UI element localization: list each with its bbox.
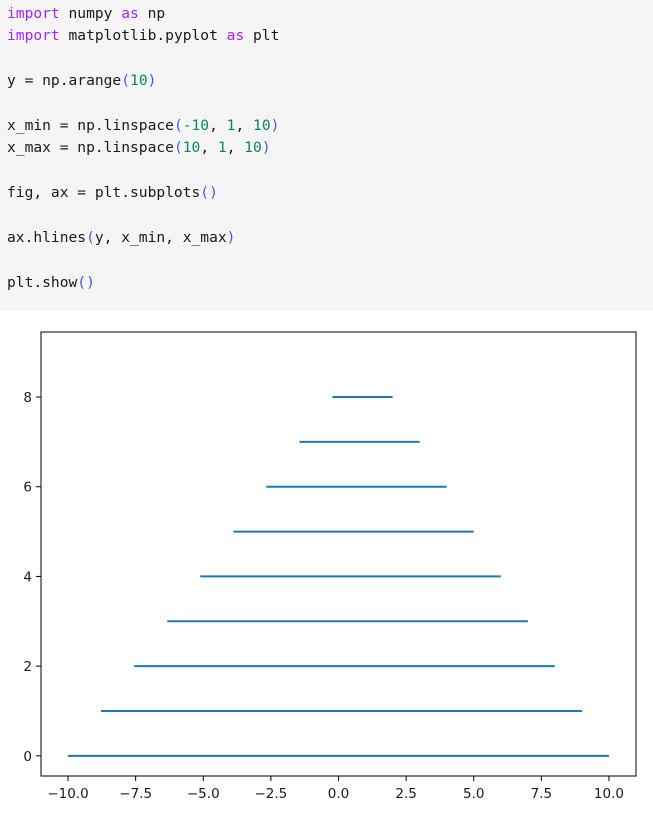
code-line <box>7 160 653 182</box>
code-token: np <box>138 5 166 22</box>
code-token: , <box>226 139 245 157</box>
code-line <box>7 205 653 227</box>
y-tick-label: 4 <box>23 569 32 585</box>
code-token: ( <box>121 72 131 90</box>
code-token: plt.show <box>7 273 78 291</box>
x-tick-label: 0.0 <box>328 786 349 802</box>
code-line <box>7 48 653 70</box>
code-token: fig, ax = plt.subplots <box>7 184 201 202</box>
chart-figure: −10.0 −7.5 −5.0 −2.5 0.0 2.5 5.0 7.5 10.0 0 2 4 6 8 <box>0 318 653 818</box>
x-tick-label: −10.0 <box>47 786 88 802</box>
code-token: plt <box>244 27 280 45</box>
plot-frame <box>40 331 637 777</box>
code-token: ( <box>173 139 183 157</box>
code-token: ) <box>226 228 236 246</box>
code-line: plt.show() <box>7 272 653 294</box>
code-token: as <box>121 5 139 22</box>
code-line <box>7 93 653 115</box>
code-token: ) <box>147 72 157 90</box>
code-token: 1 <box>226 116 236 134</box>
code-line: ax.hlines(y, x_min, x_max) <box>7 227 653 249</box>
code-token: import <box>7 5 60 22</box>
code-line: import numpy as np <box>7 3 653 25</box>
code-token: -10 <box>182 116 210 134</box>
y-tick-label: 6 <box>23 480 32 496</box>
hlines-series <box>68 396 609 757</box>
code-token: numpy <box>59 5 122 22</box>
code-line: x_min = np.linspace(-10, 1, 10) <box>7 115 653 137</box>
code-token: x_min = np.linspace <box>7 116 174 134</box>
x-tick-label: −5.0 <box>187 786 220 802</box>
code-token: () <box>77 273 95 291</box>
code-token: 10 <box>244 139 262 157</box>
code-token: , <box>209 116 227 134</box>
x-tick-label: −7.5 <box>119 786 152 802</box>
code-token: 1 <box>217 139 227 157</box>
x-tick-label: 7.5 <box>531 786 552 802</box>
code-token: () <box>200 184 218 202</box>
code-line: y = np.arange(10) <box>7 70 653 92</box>
code-token: , <box>200 139 218 157</box>
x-tick-label: 10.0 <box>594 786 624 802</box>
code-token: ( <box>173 116 183 134</box>
code-line: fig, ax = plt.subplots() <box>7 182 653 204</box>
x-tick-label: 5.0 <box>463 786 484 802</box>
x-tick-label: −2.5 <box>254 786 287 802</box>
x-tick-label: 2.5 <box>395 786 416 802</box>
code-token: y, x_min, x_max <box>94 228 227 246</box>
code-token: ) <box>270 116 280 134</box>
code-line <box>7 249 653 271</box>
code-cell: import numpy as np import matplotlib.pypl… <box>0 0 653 311</box>
code-token: y = np.arange <box>7 72 122 90</box>
y-tick-label: 0 <box>23 749 32 765</box>
y-tick-label: 2 <box>23 659 32 675</box>
code-token: ) <box>261 139 271 157</box>
plot-background <box>41 332 636 776</box>
code-line: import matplotlib.pyplot as plt <box>7 25 653 47</box>
code-token: , <box>235 116 254 134</box>
code-token: 10 <box>253 116 271 134</box>
hlines-chart: −10.0 −7.5 −5.0 −2.5 0.0 2.5 5.0 7.5 10.0 0 2 4 6 8 <box>23 331 637 802</box>
code-token: ax.hlines <box>7 228 87 246</box>
code-token: import <box>7 27 60 45</box>
code-token: matplotlib.pyplot <box>59 27 227 45</box>
code-token: 10 <box>182 139 201 157</box>
y-axis-ticks: 0 2 4 6 8 <box>23 390 41 765</box>
code-token: as <box>226 27 245 45</box>
y-tick-label: 8 <box>23 390 32 406</box>
code-token: ( <box>86 228 95 246</box>
x-axis-ticks: −10.0 −7.5 −5.0 −2.5 0.0 2.5 5.0 7.5 10.0 <box>47 776 624 802</box>
code-token: 10 <box>130 72 148 90</box>
code-line: x_max = np.linspace(10, 1, 10) <box>7 137 653 159</box>
code-token: x_max = np.linspace <box>7 139 174 157</box>
